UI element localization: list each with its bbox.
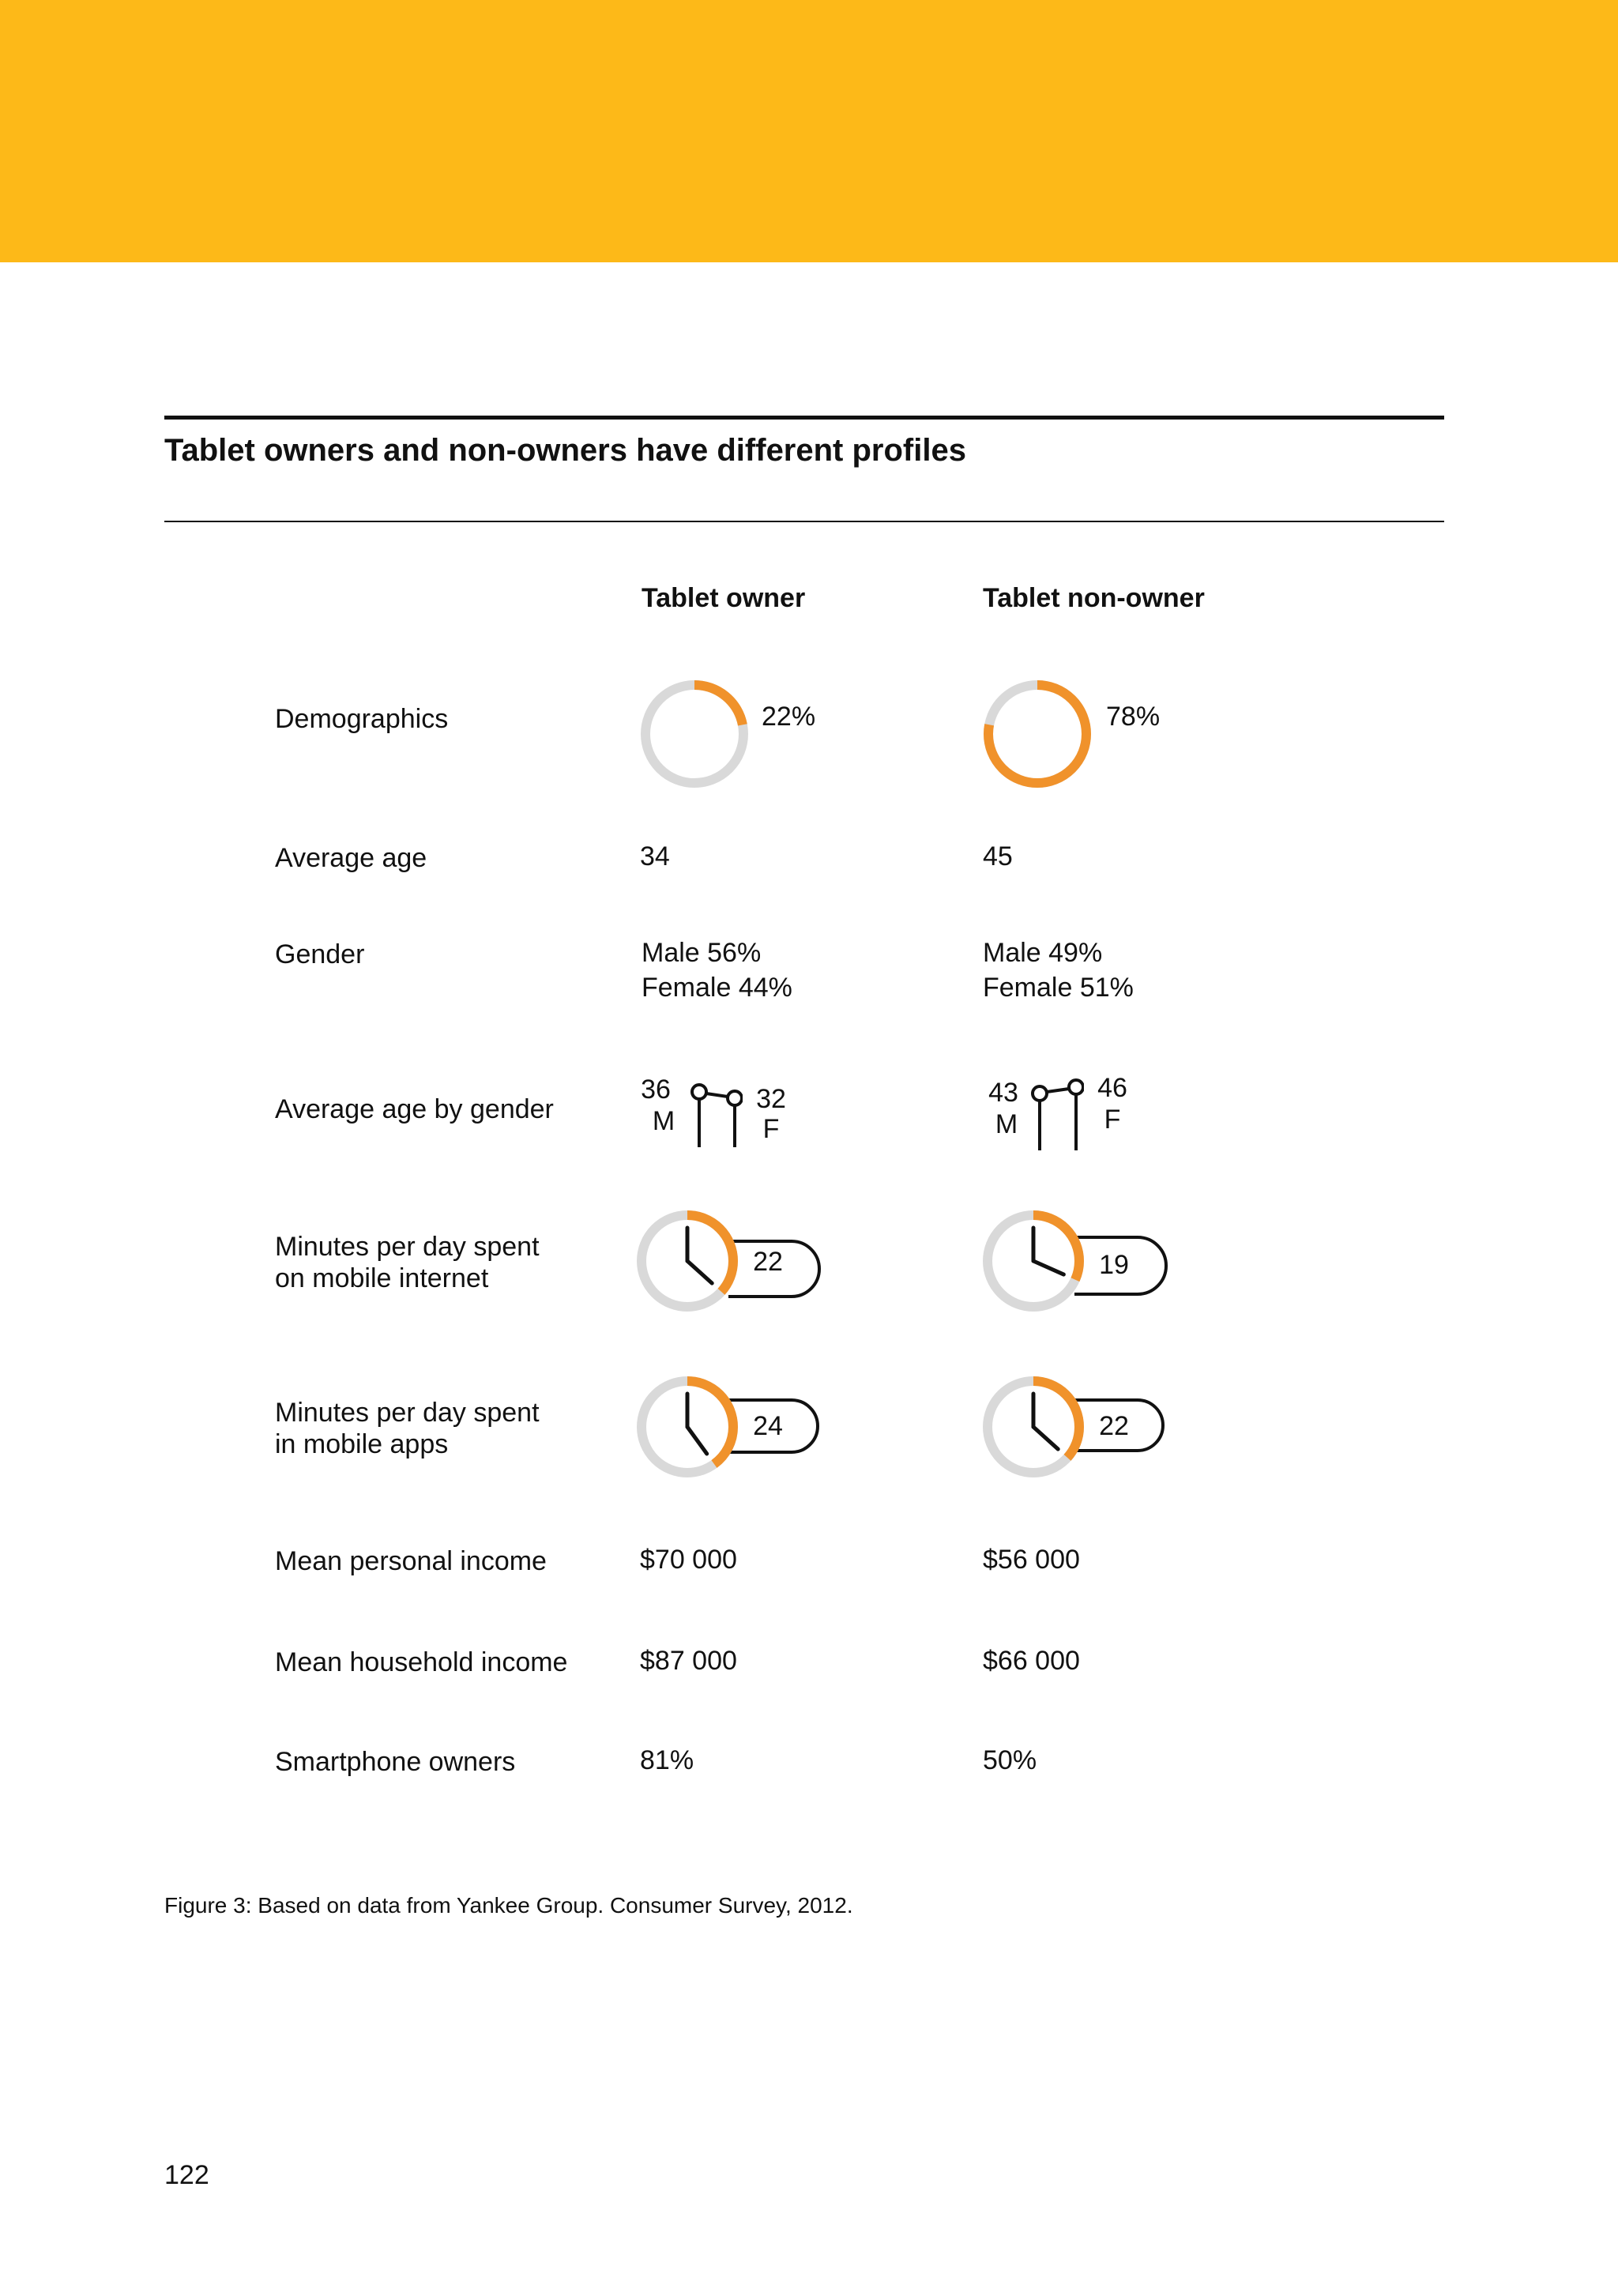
minutes-internet-non-owner: 19 xyxy=(1099,1250,1129,1280)
age-female-non-owner: 46 xyxy=(1097,1073,1127,1103)
page-number: 122 xyxy=(164,2160,209,2190)
personal-income-non-owner: $56 000 xyxy=(983,1545,1080,1575)
gender-owner-female: Female 44% xyxy=(642,973,792,1003)
row-label-age-by-gender: Average age by gender xyxy=(275,1094,554,1124)
demographics-ring-owner xyxy=(641,680,748,788)
column-head-non-owner: Tablet non-owner xyxy=(983,583,1205,613)
age-male-letter-non-owner: M xyxy=(995,1109,1018,1139)
clock-badge-internet-non-owner: 19 xyxy=(983,1210,1168,1312)
row-label-minutes-internet-line1: Minutes per day spent xyxy=(275,1232,540,1262)
average-age-non-owner: 45 xyxy=(983,841,1013,871)
age-gender-icon-non-owner xyxy=(1031,1078,1084,1150)
row-label-gender: Gender xyxy=(275,939,365,969)
header-color-band xyxy=(0,0,1618,262)
household-income-non-owner: $66 000 xyxy=(983,1646,1080,1676)
row-label-average-age: Average age xyxy=(275,843,427,873)
demographics-ring-non-owner xyxy=(984,680,1091,788)
row-label-demographics: Demographics xyxy=(275,704,449,734)
minutes-apps-non-owner: 22 xyxy=(1099,1411,1129,1441)
gender-non-owner: Male 49% Female 51% xyxy=(983,935,1134,1005)
gender-owner: Male 56% Female 44% xyxy=(642,935,792,1005)
title-rule-top xyxy=(164,416,1444,420)
row-label-minutes-internet: Minutes per day spent on mobile internet xyxy=(275,1231,540,1294)
clock-badge-apps-non-owner: 22 xyxy=(983,1376,1165,1477)
smartphone-owners-non-owner: 50% xyxy=(983,1745,1037,1775)
row-label-smartphone-owners: Smartphone owners xyxy=(275,1747,516,1777)
average-age-owner: 34 xyxy=(640,841,670,871)
smartphone-owners-owner: 81% xyxy=(640,1745,694,1775)
row-label-personal-income: Mean personal income xyxy=(275,1546,547,1576)
minutes-apps-owner: 24 xyxy=(753,1411,783,1441)
age-male-owner: 36 xyxy=(641,1075,671,1105)
column-head-owner: Tablet owner xyxy=(642,583,806,613)
row-label-minutes-apps-line1: Minutes per day spent xyxy=(275,1398,540,1428)
figure-title: Tablet owners and non-owners have differ… xyxy=(164,433,966,468)
row-label-minutes-apps: Minutes per day spent in mobile apps xyxy=(275,1397,540,1460)
personal-income-owner: $70 000 xyxy=(640,1545,737,1575)
row-label-household-income: Mean household income xyxy=(275,1647,568,1677)
row-label-minutes-apps-line2: in mobile apps xyxy=(275,1429,449,1459)
age-gender-icon-owner xyxy=(690,1083,743,1147)
age-male-non-owner: 43 xyxy=(988,1078,1018,1108)
demographics-pct-owner: 22% xyxy=(762,702,816,732)
clock-badge-apps-owner: 24 xyxy=(637,1376,819,1477)
title-rule-bottom xyxy=(164,521,1444,522)
figure-caption: Figure 3: Based on data from Yankee Grou… xyxy=(164,1893,853,1918)
gender-non-owner-male: Male 49% xyxy=(983,938,1103,968)
age-female-letter-non-owner: F xyxy=(1104,1105,1121,1135)
gender-non-owner-female: Female 51% xyxy=(983,973,1134,1003)
gender-owner-male: Male 56% xyxy=(642,938,762,968)
age-male-letter-owner: M xyxy=(652,1106,675,1136)
age-female-owner: 32 xyxy=(756,1084,786,1114)
minutes-internet-owner: 22 xyxy=(753,1247,783,1277)
household-income-owner: $87 000 xyxy=(640,1646,737,1676)
demographics-pct-non-owner: 78% xyxy=(1106,702,1161,732)
age-female-letter-owner: F xyxy=(762,1114,780,1144)
row-label-minutes-internet-line2: on mobile internet xyxy=(275,1263,489,1293)
clock-badge-internet-owner: 22 xyxy=(637,1210,821,1312)
